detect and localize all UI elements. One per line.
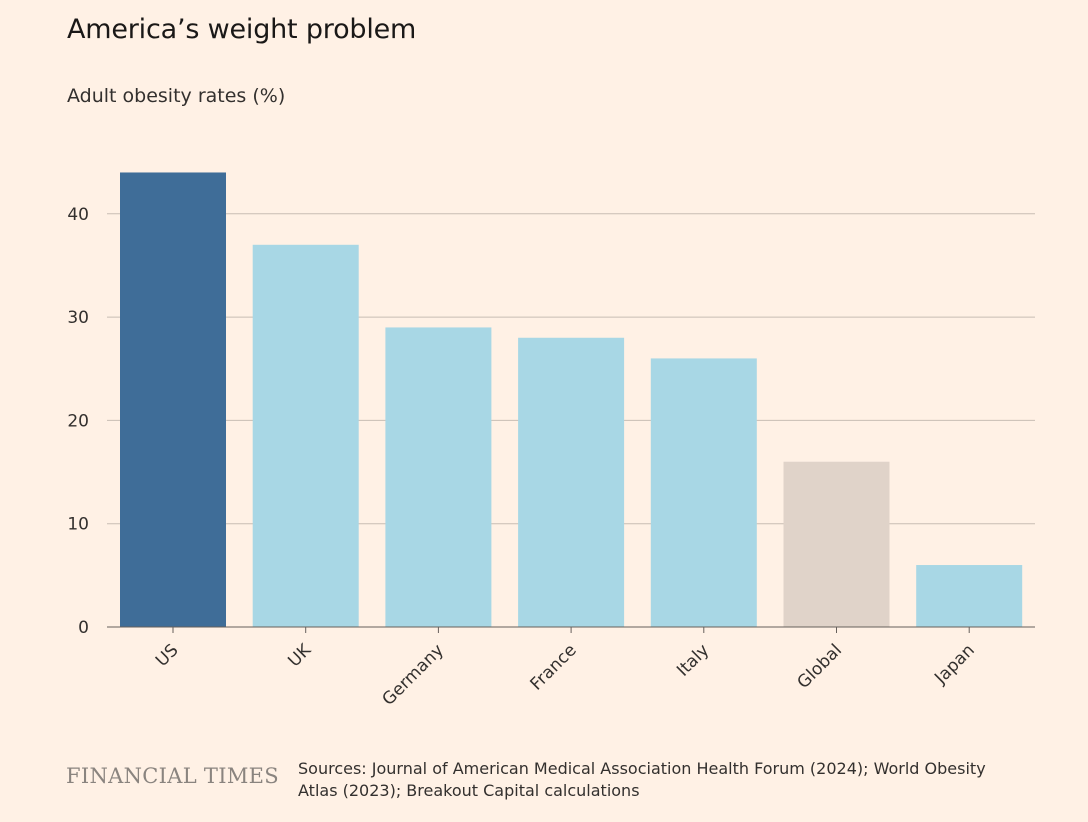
bar-germany [385,327,492,627]
bar-italy [650,358,757,627]
y-tick-label-30: 30 [67,308,89,328]
bar-global [783,461,890,627]
y-tick-label-0: 0 [78,618,89,638]
chart-subtitle: Adult obesity rates (%) [67,85,286,107]
x-tick-label-france: France [527,640,581,694]
bar-france [518,337,625,627]
chart-title: America’s weight problem [67,14,417,45]
x-tick-label-us: US [152,640,183,671]
bar-uk [252,244,359,628]
bar-us [120,172,226,628]
x-tick-label-global: Global [794,640,846,692]
y-tick-label-20: 20 [67,411,89,431]
x-tick-label-germany: Germany [379,640,448,709]
ft-logo: FINANCIAL TIMES [66,764,279,788]
x-tick-label-italy: Italy [673,640,713,680]
x-tick-label-uk: UK [284,640,315,671]
source-note: Sources: Journal of American Medical Ass… [298,759,986,800]
bar-japan [916,565,1023,627]
y-tick-label-10: 10 [67,515,89,535]
y-tick-label-40: 40 [67,205,89,225]
x-tick-label-japan: Japan [930,640,978,688]
